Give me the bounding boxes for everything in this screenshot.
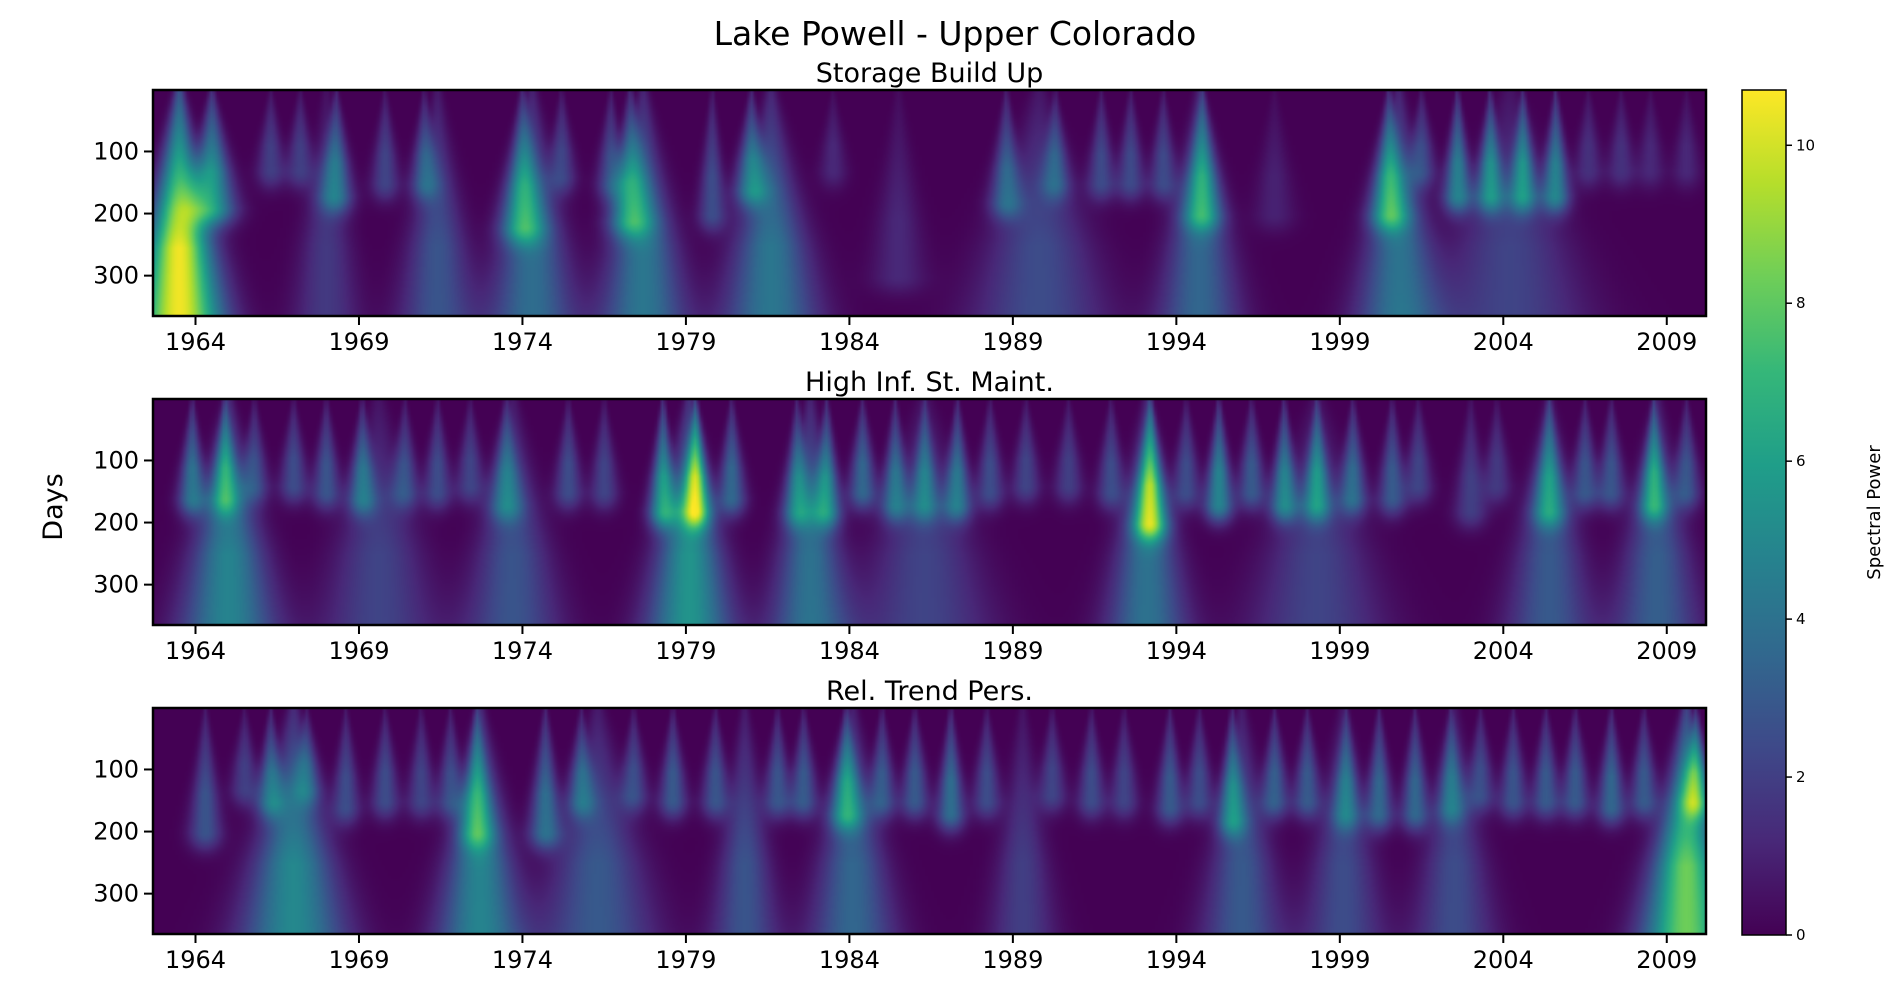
- x-tick-label: 1989: [982, 328, 1043, 356]
- x-tick-label: 1989: [982, 946, 1043, 974]
- heatmap-image: [153, 90, 1706, 316]
- x-tick-label: 1999: [1309, 946, 1370, 974]
- panel-1: Storage Build Up 1964 1969 1974 1979 1984 1989…: [93, 58, 1708, 356]
- x-tick-label: 1969: [328, 328, 389, 356]
- y-tick-label: 200: [93, 200, 139, 228]
- colorbar-tick-label: 4: [1796, 610, 1806, 628]
- x-tick-label: 1969: [328, 637, 389, 665]
- heatmap-image: [153, 708, 1706, 934]
- y-axis-label: Days: [38, 473, 69, 540]
- x-tick-label: 2004: [1473, 328, 1534, 356]
- x-tick-label: 1974: [492, 946, 553, 974]
- panel-2: High Inf. St. Maint. 1964 1969 1974 1979 1984…: [93, 367, 1708, 665]
- x-tick-label: 1999: [1309, 637, 1370, 665]
- panel-title: High Inf. St. Maint.: [805, 367, 1054, 398]
- panel-title: Rel. Trend Pers.: [826, 676, 1033, 707]
- panel-title: Storage Build Up: [816, 58, 1043, 89]
- x-tick-label: 2009: [1636, 637, 1697, 665]
- x-tick-label: 1979: [655, 637, 716, 665]
- colorbar-frame: [1741, 89, 1787, 936]
- x-tick-label: 2009: [1636, 946, 1697, 974]
- panel-3: Rel. Trend Pers. 1964 1969 1974 1979 1984 1989…: [93, 676, 1708, 974]
- figure-title: Lake Powell - Upper Colorado: [714, 14, 1197, 53]
- x-tick-label: 1964: [165, 637, 226, 665]
- x-tick-label: 1994: [1146, 637, 1207, 665]
- x-tick-label: 1999: [1309, 328, 1370, 356]
- x-tick-label: 1964: [165, 328, 226, 356]
- axes-frame: [151, 706, 1708, 936]
- y-tick-label: 100: [93, 446, 139, 474]
- axes-frame: [151, 88, 1708, 318]
- x-tick-label: 1964: [165, 946, 226, 974]
- colorbar-tick-label: 8: [1796, 294, 1806, 312]
- x-tick-label: 2009: [1636, 328, 1697, 356]
- x-tick-label: 1974: [492, 637, 553, 665]
- x-tick-label: 1974: [492, 328, 553, 356]
- x-tick-label: 1994: [1146, 328, 1207, 356]
- y-tick-label: 200: [93, 509, 139, 537]
- colorbar-label: Spectral Power: [1864, 445, 1885, 580]
- x-tick-label: 1984: [819, 637, 880, 665]
- x-tick-label: 1984: [819, 946, 880, 974]
- y-tick-label: 200: [93, 818, 139, 846]
- y-tick-label: 100: [93, 137, 139, 165]
- x-tick-label: 1979: [655, 946, 716, 974]
- axes-frame: [151, 397, 1708, 627]
- colorbar-tick-label: 6: [1796, 452, 1806, 470]
- y-tick-label: 300: [93, 880, 139, 908]
- x-tick-label: 1969: [328, 946, 389, 974]
- heatmap-image: [153, 399, 1706, 625]
- panels-group: Storage Build Up 1964 1969 1974 1979 1984 1989…: [93, 58, 1708, 974]
- y-tick-label: 100: [93, 755, 139, 783]
- y-tick-label: 300: [93, 571, 139, 599]
- colorbar-tick-label: 2: [1796, 768, 1806, 786]
- colorbar-tick-label: 10: [1796, 136, 1815, 154]
- y-tick-label: 300: [93, 262, 139, 290]
- x-tick-label: 1979: [655, 328, 716, 356]
- x-tick-label: 1984: [819, 328, 880, 356]
- colorbar-tick-label: 0: [1796, 926, 1806, 944]
- x-tick-label: 2004: [1473, 946, 1534, 974]
- x-tick-label: 1994: [1146, 946, 1207, 974]
- colorbar: 0 2 4 6 8 10 Spectral Power: [1741, 89, 1885, 944]
- x-tick-label: 2004: [1473, 637, 1534, 665]
- x-tick-label: 1989: [982, 637, 1043, 665]
- colorbar-gradient: [1742, 90, 1786, 935]
